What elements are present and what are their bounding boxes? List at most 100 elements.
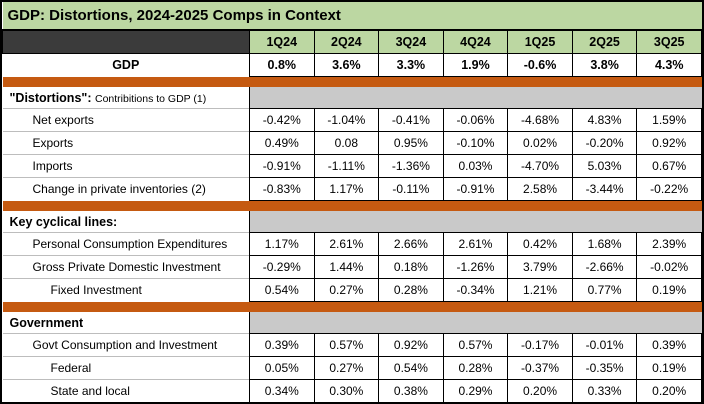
value-cell: 0.18% [378, 255, 444, 279]
row-label: Exports [2, 131, 250, 155]
value-cell: 2.39% [636, 232, 702, 256]
value-cell: -0.06% [442, 108, 509, 132]
value-cell: 0.19% [636, 356, 702, 380]
value-cell: -4.70% [507, 154, 573, 178]
value-cell: -2.66% [571, 255, 638, 279]
row-label: State and local [2, 379, 250, 402]
value-cell: 2.58% [507, 177, 573, 201]
column-header-3q24: 3Q24 [378, 29, 444, 54]
value-cell: -0.35% [571, 356, 638, 380]
value-cell: 0.57% [313, 333, 380, 357]
value-cell: 0.39% [636, 333, 702, 357]
value-cell: 1.17% [249, 232, 315, 256]
section-gray-band [249, 312, 702, 334]
value-cell: -0.91% [249, 154, 315, 178]
row-label: Gross Private Domestic Investment [2, 255, 250, 279]
section-header-distortions: "Distortions": Contribitions to GDP (1) [2, 87, 702, 109]
value-cell: 0.33% [571, 379, 638, 402]
table-title: GDP: Distortions, 2024-2025 Comps in Con… [2, 2, 702, 31]
value-cell: 0.28% [378, 278, 444, 302]
value-cell: 2.61% [442, 232, 509, 256]
table-row: Personal Consumption Expenditures 1.17% … [2, 232, 702, 256]
value-cell: -0.41% [378, 108, 444, 132]
orange-divider [2, 76, 702, 87]
gdp-value-cell: -0.6% [507, 53, 573, 77]
value-cell: -4.68% [507, 108, 573, 132]
value-cell: 0.03% [442, 154, 509, 178]
value-cell: 0.20% [507, 379, 573, 402]
table-row: Fixed Investment 0.54% 0.27% 0.28% -0.34… [2, 278, 702, 302]
value-cell: 1.21% [507, 278, 573, 302]
value-cell: 0.02% [507, 131, 573, 155]
value-cell: 0.49% [249, 131, 315, 155]
value-cell: -0.02% [636, 255, 702, 279]
value-cell: 0.92% [636, 131, 702, 155]
value-cell: 0.95% [378, 131, 444, 155]
value-cell: 1.44% [313, 255, 380, 279]
value-cell: 0.19% [636, 278, 702, 302]
gdp-value-cell: 3.3% [378, 53, 444, 77]
section-header-government: Government [2, 312, 702, 334]
value-cell: -0.17% [507, 333, 573, 357]
header-corner-cell [2, 29, 250, 54]
orange-divider [2, 301, 702, 312]
value-cell: 0.92% [378, 333, 444, 357]
value-cell: -0.11% [378, 177, 444, 201]
value-cell: -1.26% [442, 255, 509, 279]
value-cell: 0.27% [313, 278, 380, 302]
table-row: Net exports -0.42% -1.04% -0.41% -0.06% … [2, 108, 702, 132]
value-cell: -1.36% [378, 154, 444, 178]
row-label: Govt Consumption and Investment [2, 333, 250, 357]
column-header-3q25: 3Q25 [636, 29, 702, 54]
value-cell: 0.29% [442, 379, 509, 402]
value-cell: -0.01% [571, 333, 638, 357]
orange-divider [2, 200, 702, 211]
value-cell: 0.38% [378, 379, 444, 402]
value-cell: 0.54% [378, 356, 444, 380]
value-cell: 0.27% [313, 356, 380, 380]
value-cell: 0.20% [636, 379, 702, 402]
value-cell: -0.20% [571, 131, 638, 155]
column-header-4q24: 4Q24 [442, 29, 509, 54]
value-cell: 5.03% [571, 154, 638, 178]
value-cell: 0.67% [636, 154, 702, 178]
gdp-value-cell: 3.8% [571, 53, 638, 77]
value-cell: -0.42% [249, 108, 315, 132]
section-header-key-cyclical: Key cyclical lines: [2, 211, 702, 233]
column-header-2q25: 2Q25 [571, 29, 638, 54]
value-cell: -3.44% [571, 177, 638, 201]
value-cell: 0.77% [571, 278, 638, 302]
table-row: Change in private inventories (2) -0.83%… [2, 177, 702, 201]
value-cell: -1.04% [313, 108, 380, 132]
column-header-2q24: 2Q24 [313, 29, 380, 54]
value-cell: 0.05% [249, 356, 315, 380]
value-cell: 1.68% [571, 232, 638, 256]
value-cell: -0.10% [442, 131, 509, 155]
row-label: Personal Consumption Expenditures [2, 232, 250, 256]
value-cell: -0.22% [636, 177, 702, 201]
section-title: Key cyclical lines: [9, 214, 118, 229]
row-label: Federal [2, 356, 250, 380]
value-cell: 1.17% [313, 177, 380, 201]
value-cell: 0.28% [442, 356, 509, 380]
gdp-value-cell: 0.8% [249, 53, 315, 77]
value-cell: -0.91% [442, 177, 509, 201]
value-cell: -1.11% [313, 154, 380, 178]
gdp-row-label: GDP [2, 53, 250, 77]
row-label: Change in private inventories (2) [2, 177, 250, 201]
section-gray-band [249, 87, 702, 109]
section-gray-band [249, 211, 702, 233]
row-label: Fixed Investment [2, 278, 250, 302]
value-cell: 0.30% [313, 379, 380, 402]
value-cell: -0.34% [442, 278, 509, 302]
gdp-value-cell: 1.9% [442, 53, 509, 77]
value-cell: 3.79% [507, 255, 573, 279]
column-header-1q25: 1Q25 [507, 29, 573, 54]
value-cell: 2.61% [313, 232, 380, 256]
row-label: Net exports [2, 108, 250, 132]
section-title: "Distortions": [9, 90, 92, 105]
table-row: Imports -0.91% -1.11% -1.36% 0.03% -4.70… [2, 154, 702, 178]
value-cell: 2.66% [378, 232, 444, 256]
